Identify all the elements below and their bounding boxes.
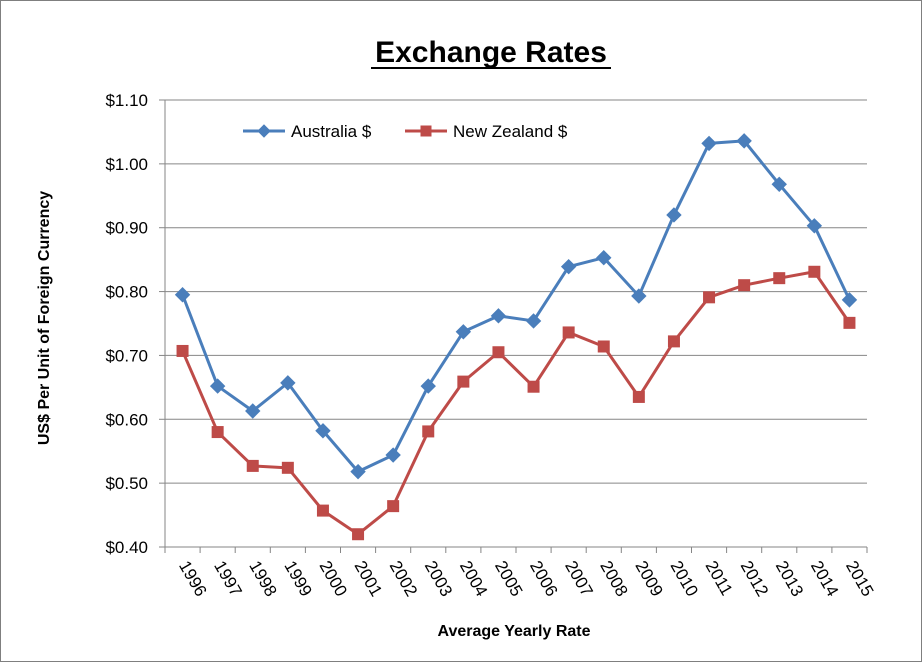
data-point — [420, 378, 436, 394]
legend-item-australia: Australia $ — [243, 122, 372, 141]
data-point — [666, 207, 682, 223]
x-tick-label: 2014 — [807, 558, 842, 600]
data-point — [316, 504, 329, 517]
legend-label-australia: Australia $ — [291, 122, 372, 141]
legend-item-new-zealand: New Zealand $ — [405, 122, 568, 141]
x-tick-label: 2005 — [491, 558, 526, 600]
data-point — [632, 390, 645, 403]
y-tick-label: $0.60 — [105, 410, 148, 429]
data-point — [596, 250, 612, 266]
data-point — [843, 316, 856, 329]
data-point — [490, 308, 507, 324]
x-tick-label: 1999 — [280, 558, 315, 600]
x-tick-label: 2009 — [631, 558, 666, 600]
data-point — [738, 279, 751, 292]
x-tick-label: 2006 — [526, 558, 561, 600]
y-tick-label: $1.10 — [105, 91, 148, 110]
x-tick-label: 2011 — [702, 558, 737, 599]
data-point — [701, 135, 717, 152]
data-point — [771, 176, 787, 192]
axes — [159, 99, 868, 553]
legend-label-new-zealand: New Zealand $ — [453, 122, 568, 141]
series-new-zealand — [176, 265, 856, 541]
data-point — [315, 423, 331, 439]
x-tick-label: 2007 — [561, 558, 596, 600]
data-point — [385, 447, 401, 463]
gridlines — [165, 99, 867, 484]
data-point — [597, 340, 610, 353]
data-point — [562, 326, 575, 339]
data-point — [631, 288, 647, 304]
legend-marker-new-zealand — [420, 125, 432, 137]
x-tick-label: 2004 — [456, 558, 491, 600]
data-point — [174, 287, 191, 303]
y-tick-label: $0.80 — [105, 283, 148, 302]
data-point — [773, 272, 786, 285]
data-point — [245, 403, 261, 419]
x-tick-label: 2002 — [386, 558, 421, 600]
data-point — [280, 375, 296, 391]
data-point — [525, 313, 542, 329]
legend: Australia $ New Zealand $ — [243, 122, 568, 141]
data-point — [422, 425, 435, 438]
data-point — [667, 335, 680, 348]
y-tick-label: $0.70 — [105, 346, 148, 365]
x-tick-label: 1998 — [245, 558, 280, 600]
series-australia — [174, 133, 858, 480]
x-tick-label: 2003 — [421, 558, 456, 600]
data-point — [387, 500, 400, 513]
x-tick-label: 2010 — [666, 558, 701, 600]
data-point — [736, 133, 752, 149]
data-point — [211, 426, 224, 439]
series-line — [181, 139, 851, 474]
chart-title: Exchange Rates — [375, 36, 607, 69]
data-point — [281, 461, 294, 474]
data-point — [209, 378, 226, 394]
x-tick-label: 2015 — [842, 558, 877, 600]
data-point — [457, 375, 470, 388]
x-tick-label: 2008 — [596, 558, 631, 600]
data-point — [527, 380, 540, 393]
y-tick-label: $0.40 — [105, 538, 148, 557]
y-axis-title: US$ Per Unit of Foreign Currency — [36, 191, 53, 445]
data-point — [246, 459, 259, 472]
x-tick-label: 1997 — [210, 558, 245, 600]
x-tick-labels: 1996 1997 1998 1999 2000 2001 2002 2003 2004 2005… — [175, 558, 877, 600]
y-tick-label: $0.50 — [105, 474, 148, 493]
series — [174, 133, 858, 541]
y-tick-label: $0.90 — [105, 219, 148, 238]
data-point — [455, 324, 472, 340]
data-point — [703, 291, 716, 304]
x-tick-label: 2013 — [772, 558, 807, 600]
data-point — [352, 528, 365, 541]
data-point — [560, 258, 577, 275]
series-line — [181, 270, 851, 536]
y-tick-labels: $0.40 $0.50 $0.60 $0.70 $0.80 $0.90 $1.00 $1.10 — [105, 91, 148, 557]
legend-marker-australia — [257, 124, 271, 138]
data-point — [492, 346, 505, 359]
data-point — [808, 265, 821, 278]
x-axis-title: Average Yearly Rate — [438, 623, 591, 640]
x-tick-label: 2001 — [351, 558, 386, 600]
x-tick-label: 1996 — [175, 558, 210, 600]
y-tick-label: $1.00 — [105, 155, 148, 174]
data-point — [806, 218, 823, 234]
data-point — [350, 463, 366, 480]
data-point — [841, 292, 858, 308]
x-tick-label: 2000 — [315, 558, 350, 600]
x-tick-label: 2012 — [737, 558, 772, 600]
data-point — [176, 344, 189, 357]
